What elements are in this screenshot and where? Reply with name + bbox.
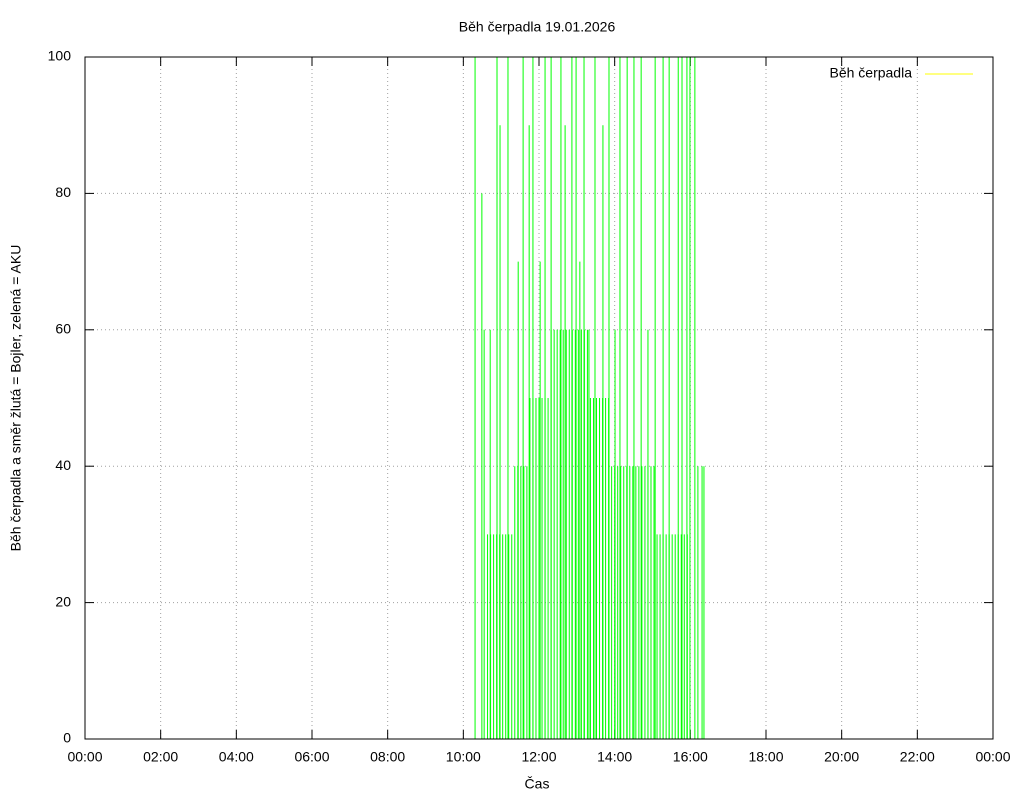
x-tick-label: 00:00: [975, 749, 1010, 765]
y-axis-label: Běh čerpadla a směr žlutá = Bojler, zele…: [8, 245, 24, 552]
x-tick-label: 20:00: [824, 749, 859, 765]
x-tick-label: 16:00: [673, 749, 708, 765]
x-axis-label: Čas: [525, 776, 550, 792]
x-tick-label: 12:00: [521, 749, 556, 765]
x-tick-label: 10:00: [446, 749, 481, 765]
y-tick-label: 40: [55, 457, 71, 473]
x-tick-label: 08:00: [370, 749, 405, 765]
chart-title: Běh čerpadla 19.01.2026: [459, 19, 616, 35]
y-tick-label: 20: [55, 593, 71, 609]
x-tick-label: 06:00: [294, 749, 329, 765]
x-tick-label: 18:00: [748, 749, 783, 765]
x-tick-label: 14:00: [597, 749, 632, 765]
y-tick-label: 100: [48, 48, 72, 64]
y-tick-label: 80: [55, 184, 71, 200]
x-tick-label: 22:00: [900, 749, 935, 765]
x-tick-label: 04:00: [219, 749, 254, 765]
plot-border: [84, 56, 994, 740]
x-tick-label: 02:00: [143, 749, 178, 765]
legend-label: Běh čerpadla: [829, 65, 912, 81]
y-tick-label: 0: [63, 730, 71, 746]
x-tick-label: 00:00: [67, 749, 102, 765]
y-tick-label: 60: [55, 321, 71, 337]
